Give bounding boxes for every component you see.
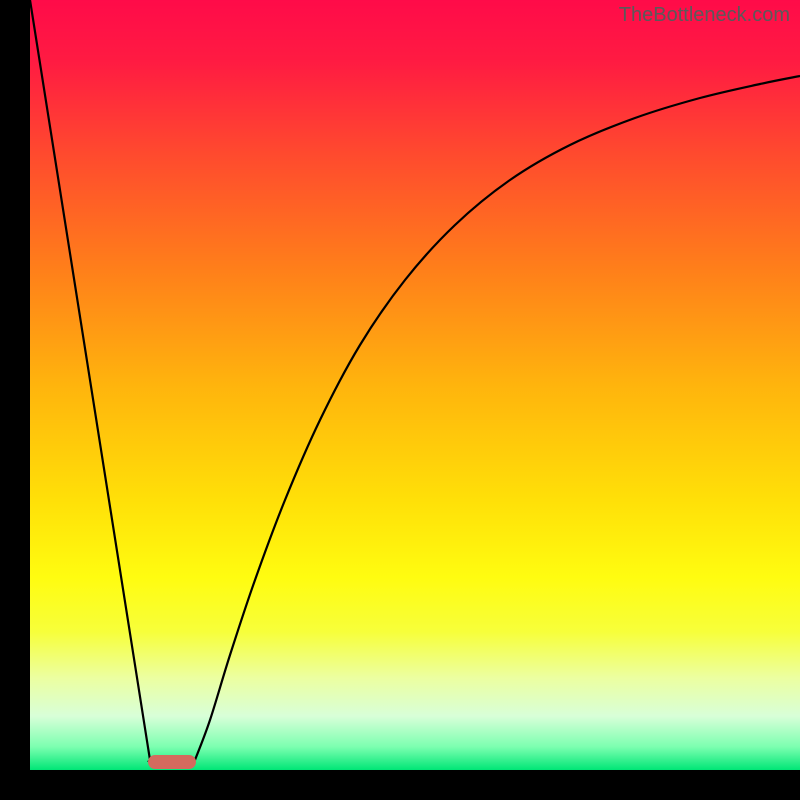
bottleneck-chart: TheBottleneck.com <box>0 0 800 800</box>
watermark-text: TheBottleneck.com <box>619 4 790 27</box>
gradient-background <box>30 0 800 770</box>
y-axis-border <box>0 0 30 800</box>
minimum-marker <box>148 755 196 769</box>
chart-svg <box>0 0 800 800</box>
x-axis-border <box>0 770 800 800</box>
